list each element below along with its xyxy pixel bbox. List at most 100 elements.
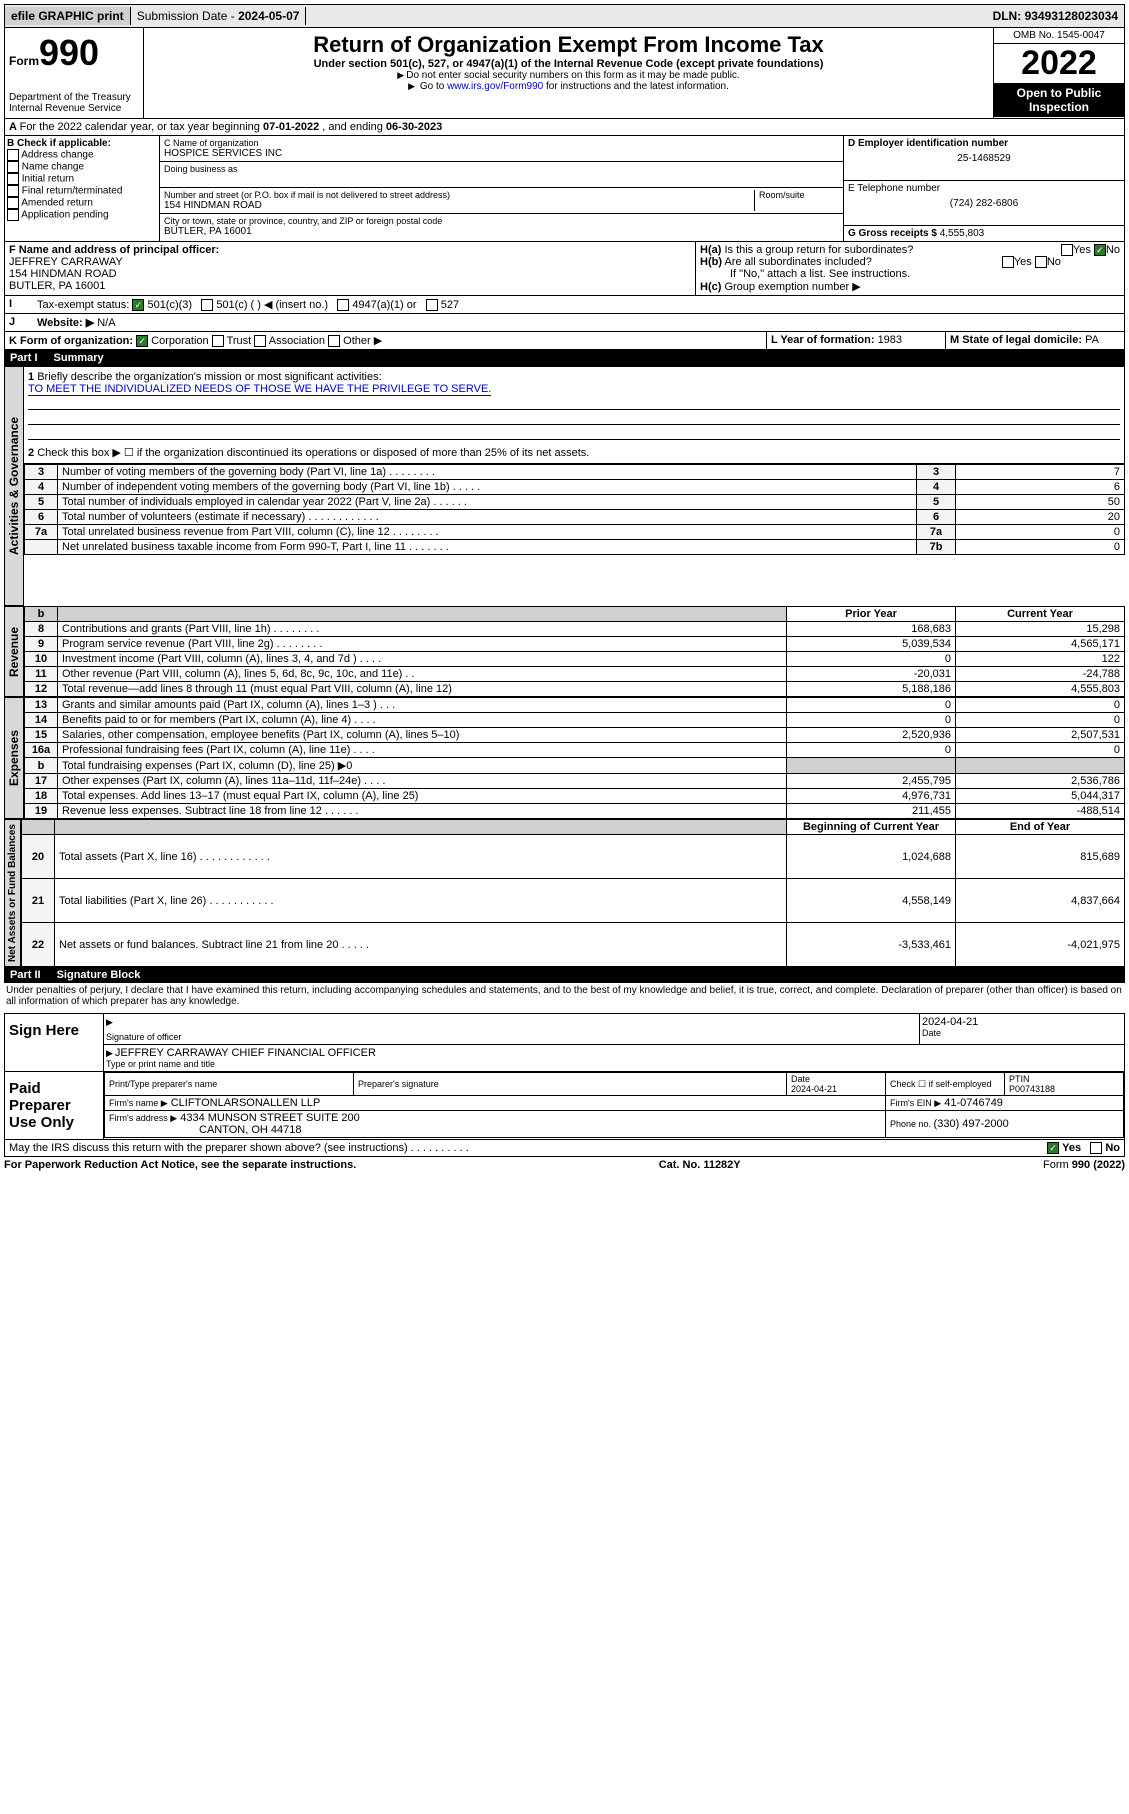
officer-addr2: BUTLER, PA 16001	[9, 280, 691, 292]
table-row: 21Total liabilities (Part X, line 26) . …	[22, 879, 1125, 923]
name-change-checkbox[interactable]	[7, 161, 19, 173]
corp-checkbox[interactable]	[136, 335, 148, 347]
501c-checkbox[interactable]	[201, 299, 213, 311]
open-to-public-badge: Open to Public Inspection	[994, 83, 1124, 117]
mission-text: TO MEET THE INDIVIDUALIZED NEEDS OF THOS…	[28, 383, 491, 396]
firm-name: CLIFTONLARSONALLEN LLP	[171, 1097, 321, 1109]
part1-header: Part ISummary	[4, 350, 1125, 366]
j-block: J Website: ▶ N/A	[4, 314, 1125, 332]
hb-no-checkbox[interactable]	[1035, 256, 1047, 268]
form-subtitle: Under section 501(c), 527, or 4947(a)(1)…	[148, 58, 989, 70]
table-row: 4Number of independent voting members of…	[25, 480, 1125, 495]
section-a-tax-year: A For the 2022 calendar year, or tax yea…	[4, 119, 1125, 136]
trust-checkbox[interactable]	[212, 335, 224, 347]
assoc-checkbox[interactable]	[254, 335, 266, 347]
table-row: 19Revenue less expenses. Subtract line 1…	[25, 804, 1125, 819]
header-info-block: B Check if applicable: Address change Na…	[4, 136, 1125, 242]
table-row: 11Other revenue (Part VIII, column (A), …	[25, 667, 1125, 682]
box-c-org-info: C Name of organization HOSPICE SERVICES …	[160, 136, 843, 241]
page-footer: For Paperwork Reduction Act Notice, see …	[4, 1157, 1125, 1173]
table-row: 18Total expenses. Add lines 13–17 (must …	[25, 789, 1125, 804]
table-row: 16aProfessional fundraising fees (Part I…	[25, 743, 1125, 758]
address-change-checkbox[interactable]	[7, 149, 19, 161]
org-street: 154 HINDMAN ROAD	[164, 200, 754, 211]
ein: 25-1468529	[848, 149, 1120, 164]
state-domicile: PA	[1085, 334, 1099, 346]
application-pending-checkbox[interactable]	[7, 209, 19, 221]
firm-ein: 41-0746749	[944, 1097, 1003, 1109]
form-number-box: Form990 Department of the Treasury Inter…	[5, 28, 144, 118]
table-row: Net unrelated business taxable income fr…	[25, 540, 1125, 555]
table-row: 6Total number of volunteers (estimate if…	[25, 510, 1125, 525]
exp-table: 13Grants and similar amounts paid (Part …	[24, 697, 1125, 819]
exp-label: Expenses	[4, 697, 24, 819]
form-title-block: Return of Organization Exempt From Incom…	[144, 28, 993, 118]
ha-yes-checkbox[interactable]	[1061, 244, 1073, 256]
table-row: bTotal fundraising expenses (Part IX, co…	[25, 758, 1125, 774]
sign-here-label: Sign Here	[5, 1014, 103, 1071]
signature-block: Sign Here Signature of officer 2024-04-2…	[4, 1013, 1125, 1140]
omb-number: OMB No. 1545-0047	[994, 28, 1124, 44]
box-d-e-g: D Employer identification number 25-1468…	[843, 136, 1124, 241]
table-row: 8Contributions and grants (Part VIII, li…	[25, 622, 1125, 637]
table-row: 13Grants and similar amounts paid (Part …	[25, 698, 1125, 713]
table-row: 22Net assets or fund balances. Subtract …	[22, 923, 1125, 967]
ssn-note: Do not enter social security numbers on …	[148, 70, 989, 81]
org-name: HOSPICE SERVICES INC	[164, 148, 839, 159]
table-row: 5Total number of individuals employed in…	[25, 495, 1125, 510]
ptin: P00743188	[1009, 1084, 1055, 1094]
part2-header: Part IISignature Block	[4, 967, 1125, 983]
table-row: 14Benefits paid to or for members (Part …	[25, 713, 1125, 728]
527-checkbox[interactable]	[426, 299, 438, 311]
self-employed-check[interactable]: Check ☐ if self-employed	[886, 1073, 1005, 1096]
hb-yes-checkbox[interactable]	[1002, 256, 1014, 268]
rev-table: bPrior YearCurrent Year 8Contributions a…	[24, 606, 1125, 697]
tax-year: 2022	[994, 44, 1124, 83]
table-row: 17Other expenses (Part IX, column (A), l…	[25, 774, 1125, 789]
officer-signed-name: JEFFREY CARRAWAY CHIEF FINANCIAL OFFICER	[106, 1047, 1122, 1059]
gov-label: Activities & Governance	[4, 366, 24, 606]
gov-table: 3Number of voting members of the governi…	[24, 464, 1125, 555]
table-row: 10Investment income (Part VIII, column (…	[25, 652, 1125, 667]
table-row: 20Total assets (Part X, line 16) . . . .…	[22, 835, 1125, 879]
form-title: Return of Organization Exempt From Incom…	[148, 32, 989, 58]
4947-checkbox[interactable]	[337, 299, 349, 311]
efile-print-button[interactable]: efile GRAPHIC print	[5, 7, 131, 25]
net-label: Net Assets or Fund Balances	[4, 819, 21, 967]
instructions-link[interactable]: www.irs.gov/Form990	[447, 81, 543, 92]
form-header: Form990 Department of the Treasury Inter…	[4, 28, 1125, 119]
telephone: (724) 282-6806	[848, 194, 1120, 209]
prep-date: 2024-04-21	[791, 1084, 837, 1094]
officer-addr1: 154 HINDMAN ROAD	[9, 268, 691, 280]
other-checkbox[interactable]	[328, 335, 340, 347]
dln: DLN: 93493128023034	[987, 7, 1124, 25]
box-b-checkboxes: B Check if applicable: Address change Na…	[5, 136, 160, 241]
gross-receipts: 4,555,803	[940, 228, 985, 239]
amended-return-checkbox[interactable]	[7, 197, 19, 209]
org-city: BUTLER, PA 16001	[164, 226, 839, 237]
officer-name: JEFFREY CARRAWAY	[9, 256, 691, 268]
firm-addr: 4334 MUNSON STREET SUITE 200	[180, 1112, 360, 1124]
table-row: 15Salaries, other compensation, employee…	[25, 728, 1125, 743]
top-bar: efile GRAPHIC print Submission Date - 20…	[4, 4, 1125, 28]
discuss-no-checkbox[interactable]	[1090, 1142, 1102, 1154]
firm-phone: (330) 497-2000	[934, 1118, 1009, 1130]
website: N/A	[97, 317, 115, 329]
table-row: 7aTotal unrelated business revenue from …	[25, 525, 1125, 540]
submission-date: Submission Date - 2024-05-07	[131, 7, 307, 25]
sig-date: 2024-04-21	[922, 1016, 1122, 1028]
paid-preparer-label: Paid Preparer Use Only	[5, 1072, 103, 1139]
year-formation: 1983	[878, 334, 902, 346]
discuss-yes-checkbox[interactable]	[1047, 1142, 1059, 1154]
final-return-checkbox[interactable]	[7, 185, 19, 197]
net-table: Beginning of Current YearEnd of Year 20T…	[21, 819, 1125, 967]
i-j-block: I Tax-exempt status: 501(c)(3) 501(c) ( …	[4, 296, 1125, 314]
year-box: OMB No. 1545-0047 2022 Open to Public In…	[993, 28, 1124, 118]
table-row: 3Number of voting members of the governi…	[25, 465, 1125, 480]
f-h-block: F Name and address of principal officer:…	[4, 242, 1125, 296]
table-row: 12Total revenue—add lines 8 through 11 (…	[25, 682, 1125, 697]
perjury-statement: Under penalties of perjury, I declare th…	[4, 983, 1125, 1009]
501c3-checkbox[interactable]	[132, 299, 144, 311]
initial-return-checkbox[interactable]	[7, 173, 19, 185]
ha-no-checkbox[interactable]	[1094, 244, 1106, 256]
